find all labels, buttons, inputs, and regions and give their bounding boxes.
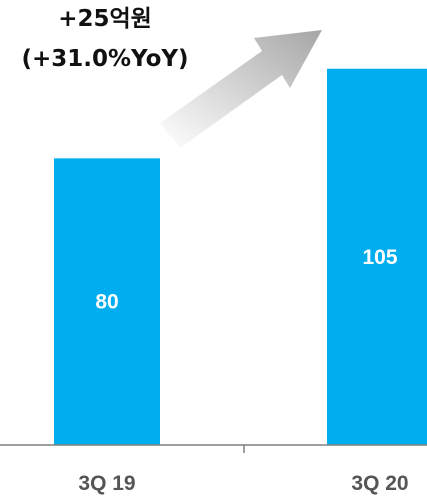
bars-group [54,68,427,446]
annotation-change-amount: +25억원 [58,6,152,32]
x-tick-labels: 3Q 19 3Q 20 [78,472,408,495]
x-tick-label: 3Q 20 [351,472,408,495]
bar-3q-19 [54,158,160,446]
growth-arrow [160,30,322,148]
bar-3q-20 [327,68,427,445]
x-tick-label: 3Q 19 [78,472,135,495]
bar-value-labels: 80 105 [95,246,398,314]
bar-value-label: 105 [362,246,397,269]
bar-value-label: 80 [95,291,118,314]
annotation-yoy-percent: (+31.0%YoY) [21,46,188,72]
